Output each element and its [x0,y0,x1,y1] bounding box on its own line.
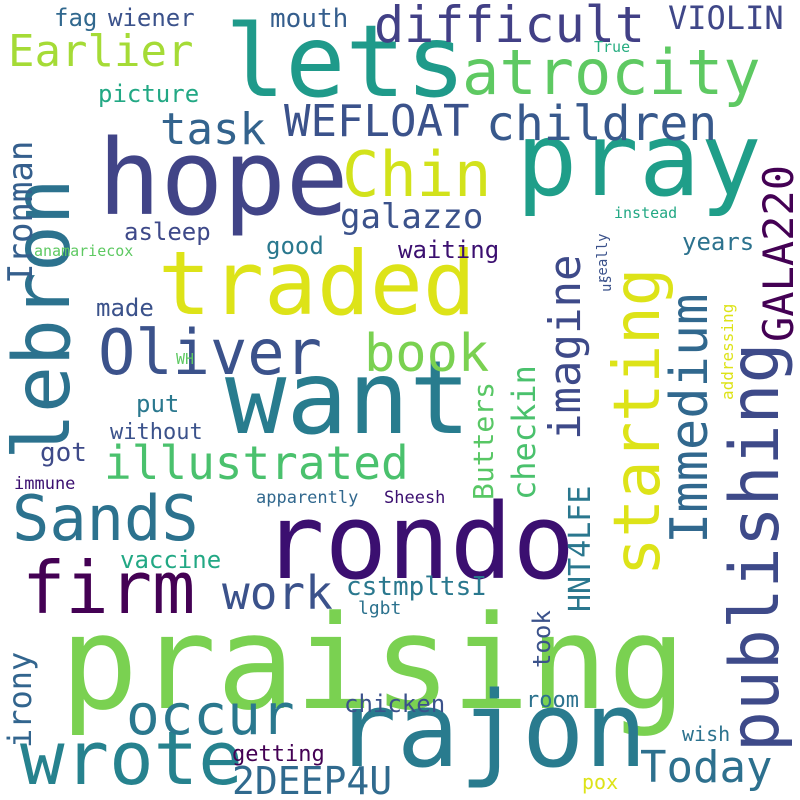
word-mouth: mouth [270,4,349,34]
word-hope: hope [98,117,349,239]
word-irony: irony [1,651,39,748]
word-praising: praising [60,587,687,739]
word-illustrated: illustrated [104,436,409,490]
word-instead: instead [614,204,678,222]
word-us: us [599,275,615,292]
word-earlier: Earlier [8,26,194,77]
word-years: years [682,228,755,256]
word-imagine: imagine [540,254,591,440]
word-sands: SandS [12,482,199,555]
word-occur: occur [126,683,295,748]
word-wrote: wrote [20,716,243,800]
word-work: work [222,566,333,620]
word-made: made [96,294,154,322]
word-good: good [266,232,324,260]
word-took: took [528,610,556,668]
word-immedium: Immedium [660,293,720,544]
word-children: children [486,96,718,152]
word-immune: immune [14,474,76,494]
word-picture: picture [98,80,200,108]
word-fag: fag [54,4,98,32]
word-difficult: difficult [374,0,645,54]
word-violin: VIOLIN [668,0,784,37]
word-lgbt: lgbt [358,598,402,619]
word-book: book [364,324,490,384]
word-apparently: apparently [256,488,359,508]
word-lets: lets [225,3,466,120]
word-wish: wish [682,722,731,746]
word-today: Today [640,742,773,793]
word-task: task [160,104,266,155]
word-checkin: checkin [505,365,543,500]
word-chicken: chicken [344,690,446,718]
word-chin: Chin [342,138,492,211]
word-oliver: Oliver [98,316,322,389]
word-wiener: wiener [108,4,195,32]
word-rondo: rondo [262,481,576,603]
word-anamariecox: anamariecox [34,242,134,260]
word-sheesh: Sheesh [384,488,446,508]
word-true: True [594,38,631,56]
word-got: got [40,438,87,468]
word-getting: getting [232,742,325,767]
word-hnt4lfe: HNT4LFE [563,485,598,612]
word-rajon: rajon [334,669,648,791]
word-ironman: Ironman [1,140,41,284]
word-wefloat: WEFLOAT [284,96,470,147]
word-addressing: addressing [718,303,737,400]
word-pox: pox [582,770,619,794]
word-2deep4u: 2DEEP4U [232,759,393,800]
word-room: room [526,688,579,713]
word-butters: Butters [467,381,500,500]
word-wh: WH [176,350,195,368]
word-gala220: GALA220 [754,164,800,342]
word-firm: firm [22,546,196,630]
word-publishing: publishing [716,342,795,752]
word-galazzo: galazzo [340,197,484,237]
word-traded: traded [158,232,476,335]
word-cstmpltsi: cstmpltsI [346,572,487,602]
word-want: want [225,339,471,458]
word-vaccine: vaccine [120,546,222,574]
word-asleep: asleep [124,218,211,246]
word-put: put [136,390,180,418]
word-waiting: waiting [398,236,500,264]
word-atrocity: atrocity [462,36,761,109]
word-pray: pray [516,101,762,220]
word-without: without [110,420,203,445]
